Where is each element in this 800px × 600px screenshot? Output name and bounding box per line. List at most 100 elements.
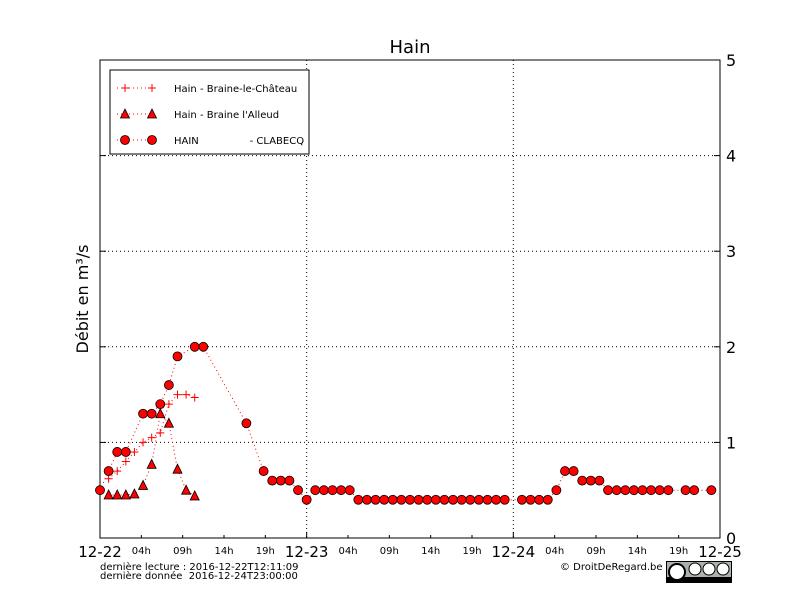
marker [706, 485, 717, 496]
marker [241, 418, 252, 429]
x-tick-label: 14h [214, 546, 233, 557]
marker [163, 380, 174, 390]
marker [267, 475, 278, 486]
marker [310, 485, 321, 496]
marker [130, 447, 139, 456]
marker [628, 485, 639, 496]
marker [146, 108, 158, 119]
marker [113, 467, 122, 476]
series-line [108, 394, 195, 480]
marker [138, 408, 148, 419]
marker [120, 447, 131, 457]
marker [456, 494, 467, 505]
marker [620, 485, 631, 496]
marker [121, 457, 130, 466]
marker [603, 485, 613, 496]
marker [517, 494, 527, 505]
marker [646, 485, 657, 496]
marker [147, 135, 157, 145]
legend-label: Hain - Braine-le-Château [174, 83, 297, 95]
series-line [108, 412, 195, 497]
marker [301, 494, 312, 505]
marker [585, 475, 596, 486]
footer-text: dernière donnée 2016-12-24T23:00:00 [100, 570, 298, 582]
y-tick-label: 2 [726, 338, 736, 357]
y-tick-label: 4 [726, 147, 736, 166]
marker [173, 390, 182, 399]
marker [534, 494, 545, 505]
marker [156, 428, 165, 437]
marker [147, 433, 156, 442]
marker [568, 466, 579, 476]
y-tick-label: 3 [726, 242, 736, 261]
y-axis-label: Débit en m³/s [73, 245, 92, 354]
marker [172, 463, 183, 474]
marker [680, 485, 691, 496]
marker [465, 494, 476, 505]
marker [499, 494, 510, 505]
marker [258, 466, 269, 476]
marker [525, 494, 536, 505]
marker [413, 494, 424, 505]
x-tick-label: 14h [421, 546, 440, 557]
marker [189, 490, 200, 501]
marker [594, 475, 605, 486]
marker [104, 474, 113, 483]
marker [139, 438, 148, 447]
marker [129, 488, 140, 499]
y-tick-label: 0 [726, 529, 736, 548]
marker [430, 494, 441, 505]
footer-text: © DroitDeRegard.be [560, 562, 663, 573]
x-tick-label: 19h [256, 546, 275, 557]
marker [148, 84, 156, 92]
marker [146, 408, 157, 419]
marker [137, 479, 149, 490]
marker [163, 417, 175, 428]
marker [198, 341, 209, 352]
chart-title: Hain [390, 37, 431, 58]
marker [318, 485, 329, 496]
y-tick-label: 1 [726, 433, 736, 452]
marker [491, 494, 502, 505]
marker [473, 494, 484, 505]
marker [370, 494, 381, 505]
x-tick-label: 09h [380, 546, 399, 557]
y-tick-label: 5 [726, 51, 736, 70]
marker [327, 485, 338, 496]
marker [95, 485, 105, 496]
marker [362, 494, 372, 505]
marker [112, 489, 123, 500]
marker [405, 494, 415, 505]
marker [103, 489, 114, 500]
marker [190, 393, 199, 402]
marker [155, 399, 166, 410]
marker [439, 494, 450, 505]
marker [293, 485, 303, 496]
marker [689, 485, 700, 496]
marker [180, 484, 192, 495]
x-tick-label: 09h [173, 546, 192, 557]
marker [611, 485, 622, 496]
marker [146, 458, 157, 469]
legend-box [109, 69, 310, 155]
footer-text: dernière lecture : 2016-12-22T12:11:09 [100, 561, 299, 573]
series-line [99, 346, 712, 501]
marker [654, 485, 665, 496]
marker [637, 485, 648, 496]
marker [112, 447, 123, 457]
marker [120, 489, 131, 500]
marker [155, 407, 166, 419]
marker [396, 494, 407, 505]
x-tick-label: 19h [462, 546, 481, 557]
x-tick-label: 12-22 [78, 543, 122, 561]
marker [353, 494, 364, 505]
legend-label: Hain - Braine l'Alleud [174, 110, 279, 121]
marker [172, 351, 183, 362]
x-tick-label: 09h [586, 546, 605, 557]
x-tick-label: 04h [545, 546, 564, 557]
marker [551, 485, 562, 496]
marker [422, 494, 433, 505]
marker [663, 485, 674, 496]
marker [121, 84, 129, 92]
